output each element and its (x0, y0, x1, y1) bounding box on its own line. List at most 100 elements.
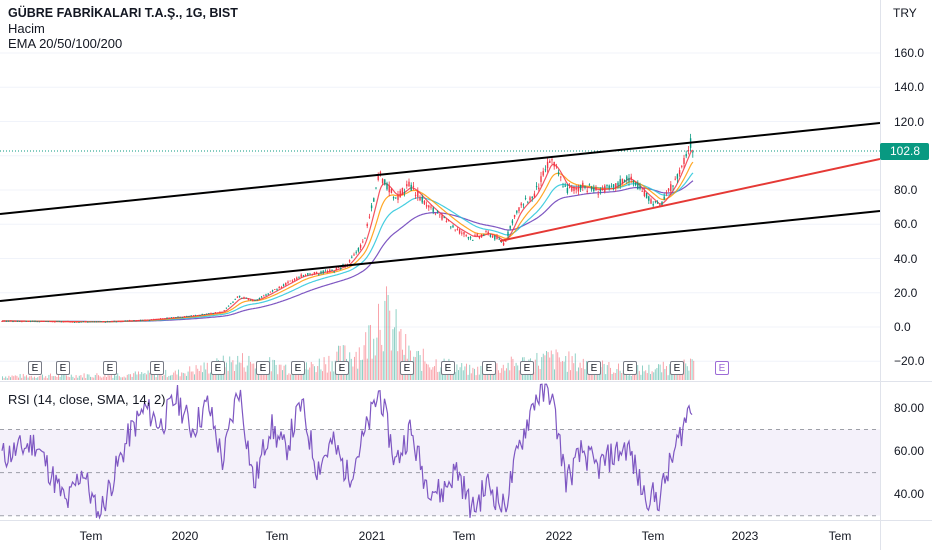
candle-body (69, 321, 71, 323)
symbol-title[interactable]: GÜBRE FABRİKALARI T.A.Ş., 1G, BIST (8, 6, 238, 20)
candle-body (56, 321, 58, 322)
earnings-marker[interactable]: E (715, 361, 729, 375)
volume-bar (477, 366, 479, 380)
volume-legend[interactable]: Hacim (8, 21, 45, 36)
candle-body (377, 175, 379, 180)
volume-bar (75, 375, 77, 380)
candle-body (518, 207, 520, 212)
candle-body (201, 314, 203, 315)
candle-body (421, 196, 423, 203)
earnings-marker[interactable]: E (28, 361, 42, 375)
candle-body (126, 320, 129, 322)
candle-body (645, 193, 648, 199)
volume-bar (286, 374, 288, 380)
candle-body (25, 320, 27, 322)
candle-body (62, 321, 65, 323)
earnings-marker[interactable]: E (211, 361, 225, 375)
candle-body (142, 319, 144, 321)
volume-bar (107, 374, 109, 380)
candle-body (505, 240, 507, 242)
earnings-marker[interactable]: E (150, 361, 164, 375)
volume-bar (555, 349, 557, 380)
rsi-chart[interactable] (0, 382, 880, 520)
volume-bar (462, 370, 464, 380)
volume-bar (547, 352, 549, 380)
volume-bar (122, 377, 123, 380)
volume-bar (378, 303, 379, 380)
time-axis[interactable]: Tem 2020 Tem 2021 Tem 2022 Tem 2023 Tem (0, 520, 880, 550)
volume-bar (450, 370, 451, 380)
volume-bar (472, 367, 474, 380)
volume-bar (538, 365, 539, 380)
candle-body (496, 236, 498, 240)
volume-bar (285, 364, 287, 380)
candle-body (608, 185, 610, 188)
earnings-marker[interactable]: E (335, 361, 349, 375)
candle-body (304, 275, 307, 277)
volume-bar (438, 371, 440, 380)
volume-bar (427, 364, 429, 380)
candle-body (590, 187, 593, 190)
candle-body (670, 184, 672, 192)
volume-bar (414, 357, 416, 380)
volume-bar (573, 363, 575, 380)
earnings-marker[interactable]: E (587, 361, 601, 375)
candle-body (148, 320, 151, 321)
time-tick-label: Tem (265, 529, 289, 543)
candle-body (21, 321, 23, 323)
rsi-axis[interactable]: 80.00 60.00 40.00 (880, 382, 932, 520)
volume-bar (165, 369, 167, 380)
volume-bar (6, 378, 8, 380)
candle-body (370, 205, 373, 209)
volume-bar (642, 365, 643, 380)
candle-body (49, 321, 52, 322)
volume-bar (194, 374, 195, 380)
volume-bar (650, 373, 651, 380)
volume-bar (312, 364, 314, 380)
volume-bar (160, 372, 162, 380)
volume-bar (690, 358, 691, 380)
rsi-legend[interactable]: RSI (14, close, SMA, 14, 2) (8, 392, 166, 407)
candle-body (683, 157, 685, 164)
volume-bar (451, 373, 453, 380)
volume-bar (254, 368, 256, 380)
candle-body (256, 299, 258, 301)
ema50-line (2, 161, 694, 323)
volume-bar (651, 371, 653, 380)
candle-body (113, 320, 115, 322)
candle-body (302, 275, 305, 277)
candle-body (445, 220, 448, 222)
ema-legend[interactable]: EMA 20/50/100/200 (8, 36, 123, 51)
candle-body (577, 188, 580, 192)
pane-separator[interactable] (0, 381, 932, 382)
earnings-marker[interactable]: E (670, 361, 684, 375)
price-chart[interactable] (0, 0, 880, 381)
candle-body (582, 182, 584, 187)
volume-bar (355, 351, 357, 380)
price-pane[interactable] (0, 0, 880, 381)
candle-body (271, 290, 274, 292)
price-axis[interactable]: 160.0140.0120.0100.080.060.040.020.00.0−… (880, 0, 932, 381)
candle-body (597, 193, 599, 195)
candle-body (379, 171, 382, 174)
earnings-marker[interactable]: E (56, 361, 70, 375)
earnings-marker[interactable]: E (103, 361, 117, 375)
earnings-marker[interactable]: E (256, 361, 270, 375)
earnings-marker[interactable]: E (482, 361, 496, 375)
price-tick-label: 0.0 (894, 320, 911, 334)
volume-bar (94, 374, 96, 380)
candle-body (408, 181, 410, 187)
candle-body (443, 217, 445, 218)
earnings-marker[interactable]: E (400, 361, 414, 375)
earnings-marker[interactable]: E (520, 361, 534, 375)
currency-label[interactable]: TRY (893, 6, 917, 20)
volume-bar (170, 375, 171, 380)
volume-bar (179, 376, 181, 380)
rsi-pane[interactable] (0, 382, 880, 520)
earnings-marker[interactable]: E (291, 361, 305, 375)
volume-bar (630, 376, 632, 380)
earnings-marker[interactable]: E (441, 361, 455, 375)
candle-body (472, 239, 474, 241)
earnings-marker[interactable]: E (623, 361, 637, 375)
volume-bar (368, 325, 370, 380)
